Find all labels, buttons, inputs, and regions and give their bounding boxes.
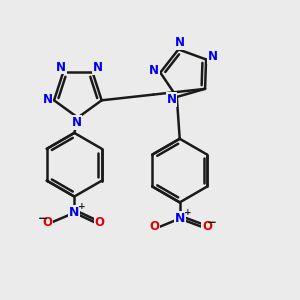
Text: N: N <box>43 93 52 106</box>
Text: +: + <box>78 202 86 211</box>
Text: N: N <box>167 93 176 106</box>
Text: O: O <box>149 220 159 233</box>
Text: +: + <box>184 208 191 217</box>
Text: N: N <box>69 206 80 219</box>
Text: O: O <box>42 216 52 229</box>
Text: O: O <box>95 216 105 229</box>
Text: O: O <box>202 220 212 233</box>
Text: N: N <box>208 50 218 63</box>
Text: N: N <box>149 64 159 77</box>
Text: N: N <box>175 212 185 225</box>
Text: N: N <box>56 61 66 74</box>
Text: −: − <box>38 212 48 224</box>
Text: −: − <box>207 216 217 229</box>
Text: N: N <box>93 61 103 74</box>
Text: N: N <box>72 116 82 129</box>
Text: N: N <box>175 36 184 50</box>
